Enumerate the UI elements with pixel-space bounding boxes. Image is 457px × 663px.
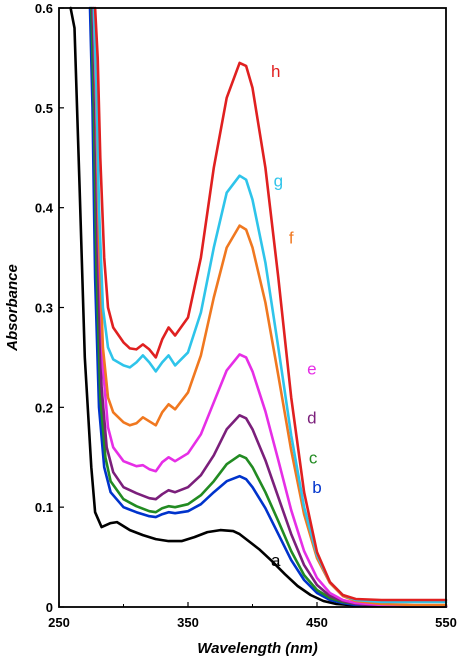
series-line-c [90,6,448,608]
series-line-d [91,6,448,608]
y-tick-label: 0.3 [35,301,53,316]
series-line-g [92,6,448,604]
series-label-c: c [309,448,318,467]
series-label-d: d [307,408,316,427]
plot-frame [58,7,447,608]
y-tick-label: 0.5 [35,101,53,116]
series-label-a: a [271,551,281,570]
series-label-h: h [271,62,280,81]
series-line-b [88,6,448,608]
series-label-g: g [274,172,283,191]
series-line-a [69,6,448,608]
series-line-h [93,6,448,602]
x-tick-label: 450 [306,615,328,630]
y-tick-label: 0.2 [35,400,53,415]
series-label-f: f [289,229,294,248]
y-tick-label: 0.6 [35,1,53,16]
x-tick-label: 350 [177,615,199,630]
y-tick-label: 0 [46,600,53,615]
series-lines [69,6,448,608]
y-tick-label: 0.4 [35,201,54,216]
series-line-e [92,6,448,608]
series-label-e: e [307,359,316,378]
series-labels: a bc d e f g h [271,62,322,570]
x-axis-title: Wavelength (nm) [197,640,318,657]
y-tick-label: 0.1 [35,500,53,515]
axes: 250 350 450 550 0 0.1 0.2 0.3 0.4 0.5 0.6 [35,1,457,630]
series-label-b: b [312,478,321,497]
x-tick-label: 250 [48,615,70,630]
x-tick-label: 550 [435,615,457,630]
y-axis-title: Absorbance [4,264,21,352]
